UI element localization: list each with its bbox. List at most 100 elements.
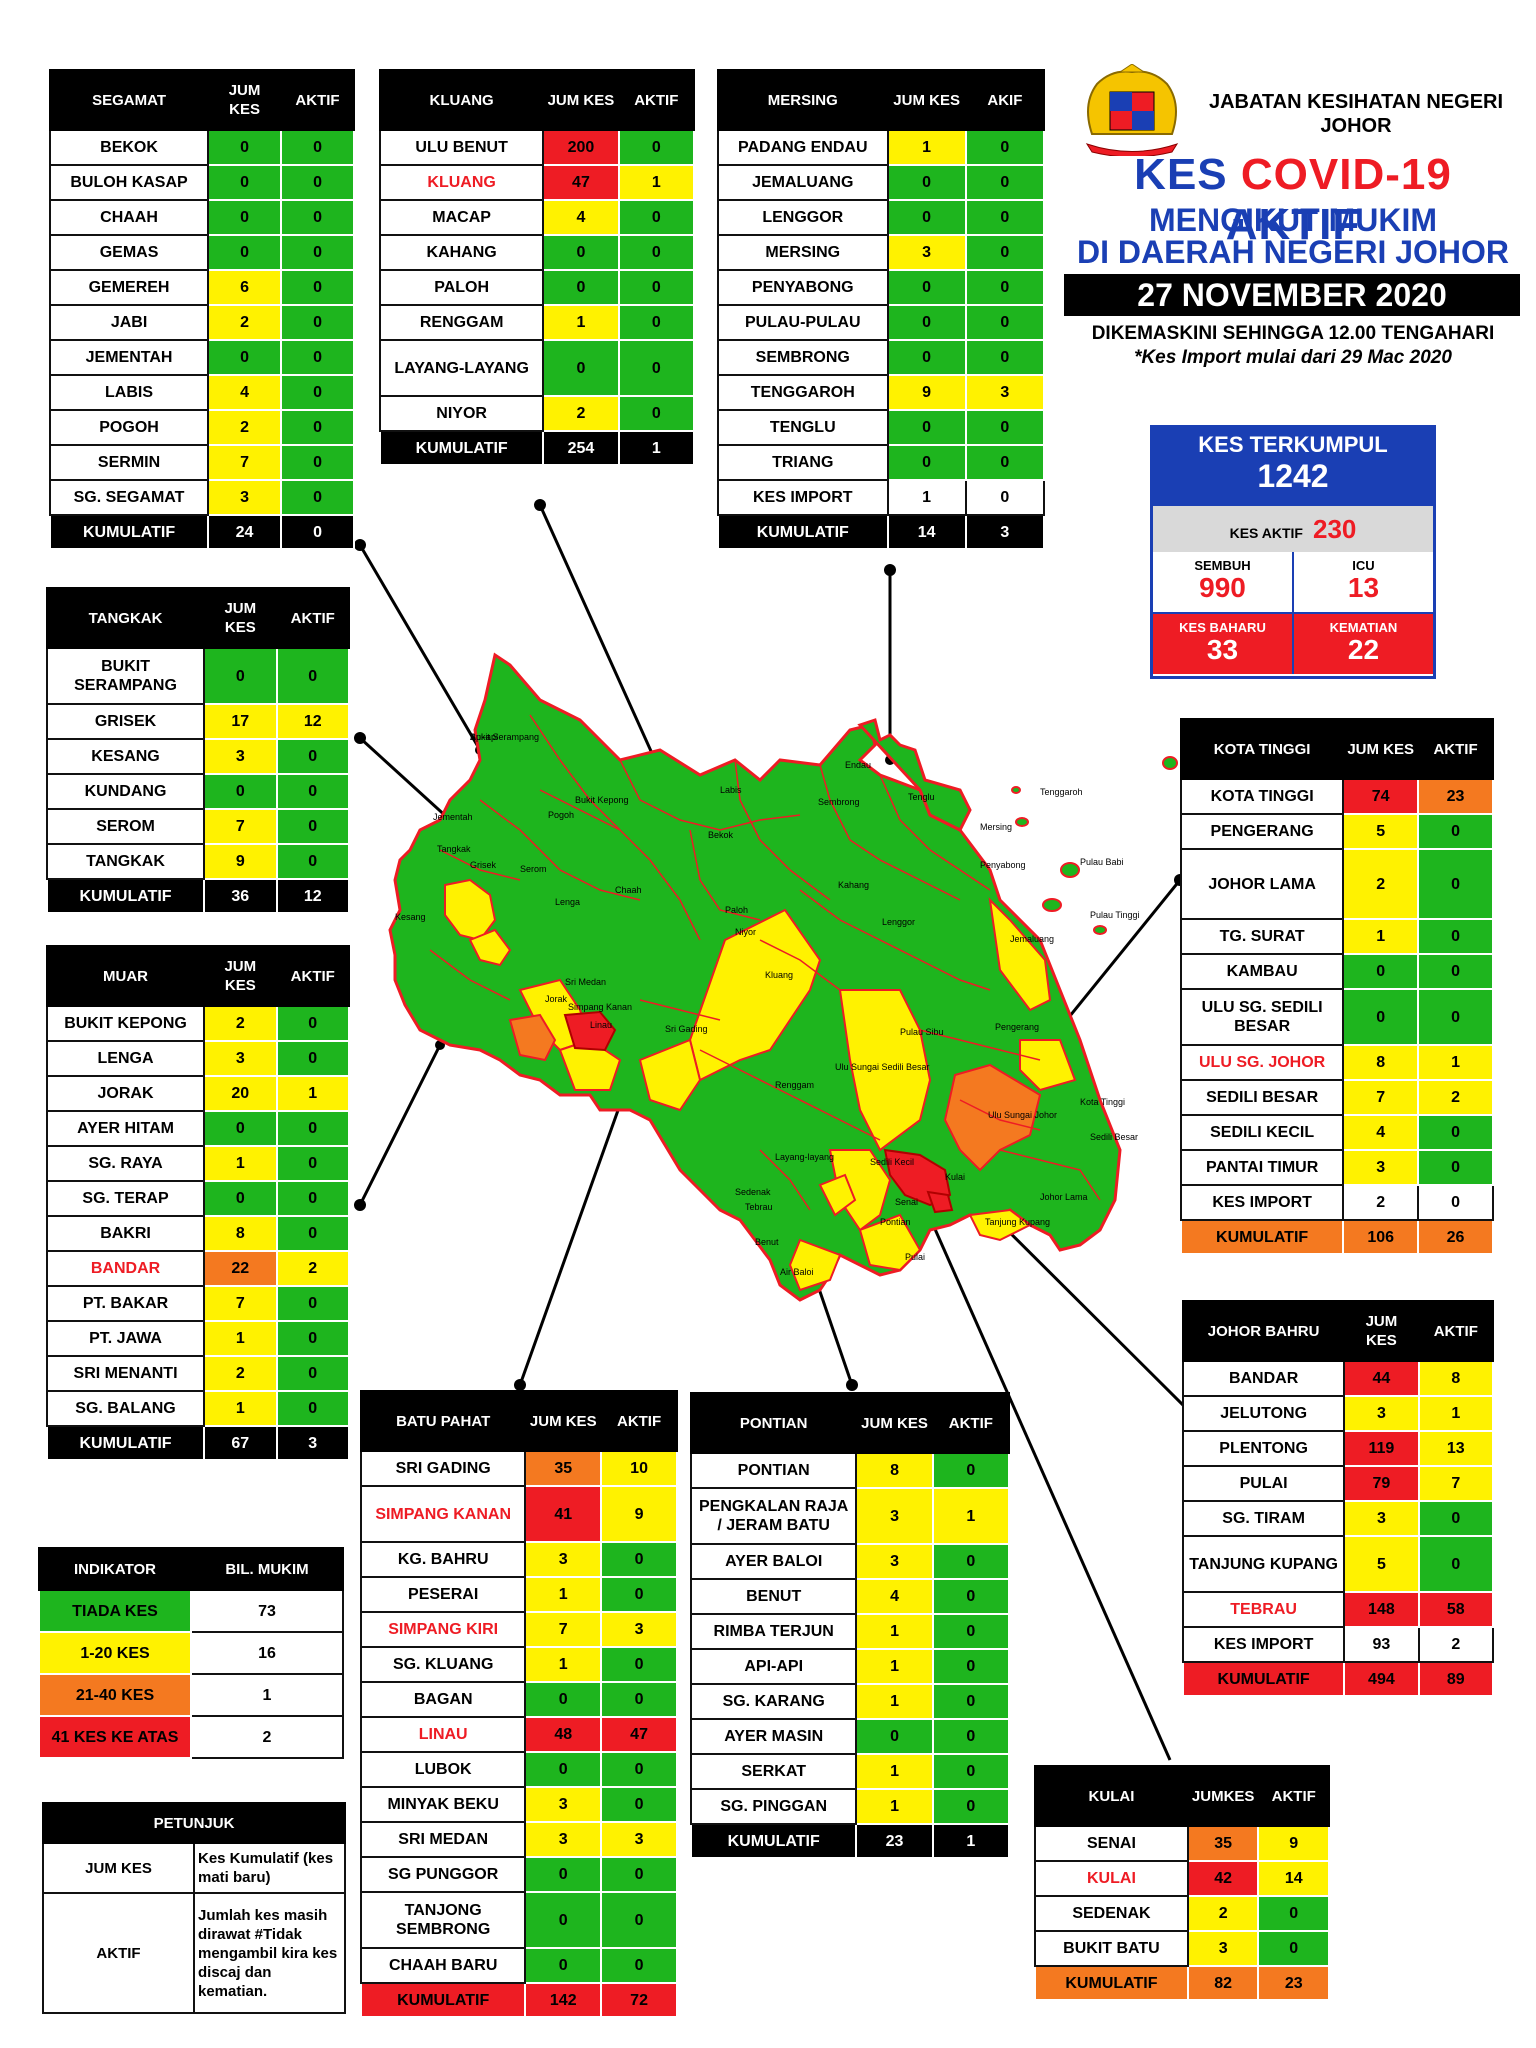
jumkes-value: 2 xyxy=(203,1355,278,1392)
jumkes-value: 3 xyxy=(203,1040,278,1077)
aktif-value: 0 xyxy=(280,374,355,411)
kumulatif-label: KUMULATIF xyxy=(48,514,210,550)
aktif-value: 12 xyxy=(275,703,351,740)
aktif-value: 0 xyxy=(1417,1149,1494,1186)
aktif-value: 0 xyxy=(931,1718,1011,1755)
jumkes-value: 119 xyxy=(1343,1430,1420,1467)
aktif-value: 0 xyxy=(275,1215,351,1252)
mukim-name: SRI GADING xyxy=(359,1450,527,1487)
aktif-value: 1 xyxy=(1417,1395,1495,1432)
aktif-value: 0 xyxy=(1417,1535,1495,1593)
jumkes-value: 1 xyxy=(203,1390,278,1427)
mersing-coast xyxy=(857,718,972,833)
kumulatif-row: KUMULATIF 36 12 xyxy=(45,878,351,914)
table-row: JABI 2 0 xyxy=(48,304,355,341)
mukim-name: LENGGOR xyxy=(717,199,889,236)
table-row: CHAAH 0 0 xyxy=(48,199,355,236)
aktif-header: AKTIF xyxy=(600,1390,678,1452)
aktif-value: 0 xyxy=(617,129,696,166)
map-mukim-label: Bukit Serampang xyxy=(470,732,539,742)
table-row: TENGGAROH 9 3 xyxy=(717,374,1046,411)
mukim-name: SG. PINGGAN xyxy=(689,1788,858,1825)
mukim-name: SEDILI KECIL xyxy=(1179,1114,1345,1151)
mukim-name: JABI xyxy=(48,304,210,341)
jumkes-value: 0 xyxy=(203,1110,278,1147)
map-mukim-label: Kluang xyxy=(765,970,793,980)
jumkes-value: 1 xyxy=(203,1145,278,1182)
jumkes-value: 1 xyxy=(203,1320,278,1357)
jumkes-header: JUM KES xyxy=(203,945,278,1007)
table-row: KG. BAHRU 3 0 xyxy=(359,1541,678,1578)
mukim-name: SG. KARANG xyxy=(689,1683,858,1720)
table-row: TANJUNG KUPANG 5 0 xyxy=(1181,1535,1495,1593)
jumkes-value: 3 xyxy=(1343,1395,1420,1432)
table-row: SEDILI BESAR 7 2 xyxy=(1179,1079,1494,1116)
jumkes-value: 6 xyxy=(207,269,283,306)
map-mukim-label: Pulau Sibu xyxy=(900,1027,944,1037)
jumkes-value: 79 xyxy=(1343,1465,1420,1502)
jumkes-value: 2 xyxy=(207,304,283,341)
mukim-name: PENYABONG xyxy=(717,269,889,306)
table-row: SG. PINGGAN 1 0 xyxy=(689,1788,1011,1825)
table-row: BULOH KASAP 0 0 xyxy=(48,164,355,201)
mukim-name: SG. TERAP xyxy=(45,1180,206,1217)
mukim-name: GRISEK xyxy=(45,703,206,740)
table-row: ULU SG. SEDILI BESAR 0 0 xyxy=(1179,988,1494,1046)
aktif-value: 0 xyxy=(1417,953,1494,990)
aktif-value: 0 xyxy=(600,1541,678,1578)
jumkes-value: 0 xyxy=(886,199,967,236)
aktif-value: 0 xyxy=(964,129,1046,166)
mukim-name: SG. KLUANG xyxy=(359,1646,527,1683)
map-mukim-label: Penyabong xyxy=(980,860,1026,870)
aktif-value: 0 xyxy=(275,1040,351,1077)
aktif-value: 0 xyxy=(1417,848,1494,920)
aktif-value: 58 xyxy=(1417,1591,1495,1628)
aktif-value: 0 xyxy=(600,1576,678,1613)
mukim-name: CHAAH xyxy=(48,199,210,236)
aktif-value: 0 xyxy=(1257,1930,1330,1967)
aktif-header: AKTIF xyxy=(280,69,355,131)
jumkes-value: 20 xyxy=(203,1075,278,1112)
mukim-name: KG. BAHRU xyxy=(359,1541,527,1578)
aktif-value: 13 xyxy=(1417,1430,1495,1467)
mukim-name: TANJONG SEMBRONG xyxy=(359,1891,527,1949)
aktif-value: 0 xyxy=(275,808,351,845)
kumulatif-aktif: 1 xyxy=(931,1823,1011,1859)
jumkes-value: 3 xyxy=(886,234,967,271)
aktif-value: 0 xyxy=(964,304,1046,341)
red-mukims xyxy=(563,1010,954,1214)
aktif-value: 0 xyxy=(275,1145,351,1182)
mukim-name: KULAI xyxy=(1034,1860,1189,1897)
district-name-header: PONTIAN xyxy=(689,1392,858,1454)
jumkes-value: 0 xyxy=(207,234,283,271)
indicator-1-20-count: 16 xyxy=(190,1631,344,1675)
jumkes-value: 0 xyxy=(207,199,283,236)
table-row: SIMPANG KIRI 7 3 xyxy=(359,1611,678,1648)
table-row: PULAI 79 7 xyxy=(1181,1465,1495,1502)
kumulatif-label: KUMULATIF xyxy=(1179,1219,1345,1255)
aktif-value: 0 xyxy=(280,479,355,516)
mukim-name: MINYAK BEKU xyxy=(359,1786,527,1823)
district-name-header: KLUANG xyxy=(378,69,545,131)
table-row: SG. KLUANG 1 0 xyxy=(359,1646,678,1683)
indicator-1-20: 1-20 KES xyxy=(38,1631,192,1675)
kumulatif-aktif: 12 xyxy=(275,878,351,914)
mukim-name: TANGKAK xyxy=(45,843,206,880)
jumkes-value: 9 xyxy=(203,843,278,880)
aktif-value: 0 xyxy=(275,1285,351,1322)
mukim-name: LABIS xyxy=(48,374,210,411)
map-mukim-label: Ulu Sungai Sedili Besar xyxy=(835,1062,930,1072)
jumkes-value: 5 xyxy=(1342,813,1420,850)
kumulatif-aktif: 89 xyxy=(1417,1661,1495,1697)
kumulatif-row: KUMULATIF 14 3 xyxy=(717,514,1046,550)
kumulatif-label: KUMULATIF xyxy=(717,514,889,550)
jumkes-value: 0 xyxy=(542,339,620,397)
aktif-value: 0 xyxy=(600,1891,678,1949)
map-mukim-label: Air Baloi xyxy=(780,1267,814,1277)
aktif-value: 3 xyxy=(600,1611,678,1648)
report-date: 27 NOVEMBER 2020 xyxy=(1064,274,1520,316)
mukim-name: PENGKALAN RAJA / JERAM BATU xyxy=(689,1487,858,1545)
active-cases-value: 230 xyxy=(1312,514,1357,544)
table-row: BENUT 4 0 xyxy=(689,1578,1011,1615)
aktif-value: 0 xyxy=(275,773,351,810)
